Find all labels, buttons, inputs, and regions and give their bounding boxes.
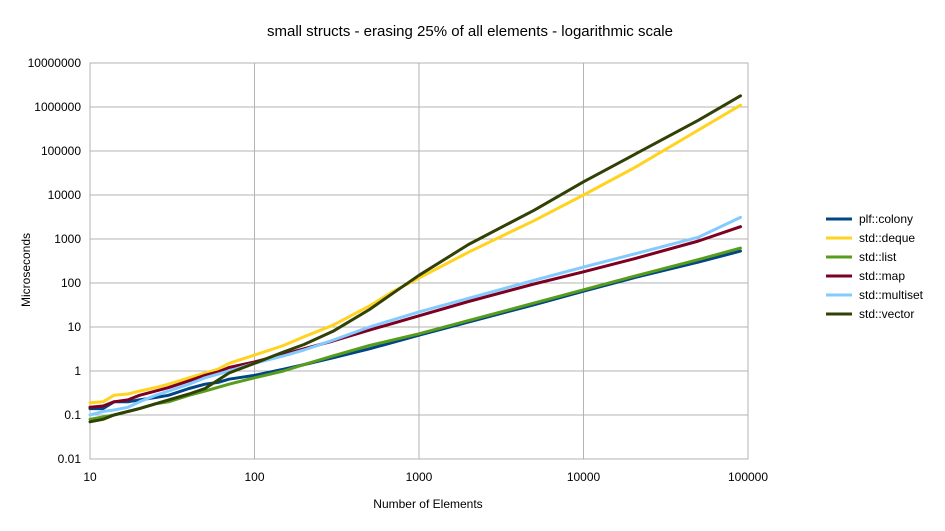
plot-area-border	[89, 62, 749, 460]
x-tick-label: 100	[244, 470, 264, 484]
y-axis-title: Microseconds	[19, 233, 33, 307]
y-tick-label: 1000000	[34, 100, 81, 114]
x-axis-title: Number of Elements	[373, 497, 482, 511]
y-tick-label: 10000000	[28, 56, 82, 70]
x-tick-label: 1000	[406, 470, 433, 484]
grid	[89, 62, 749, 460]
y-tick-label: 100000	[41, 144, 81, 158]
series-line-std-deque	[88, 103, 742, 405]
legend: plf::colonystd::dequestd::liststd::mapst…	[826, 212, 924, 321]
legend-label: std::vector	[859, 307, 914, 321]
x-axis-ticks: 10 100 1000 10000 100000	[83, 470, 768, 484]
x-tick-label: 100000	[728, 470, 768, 484]
y-tick-label: 10	[68, 320, 82, 334]
y-tick-label: 1000	[54, 232, 81, 246]
y-tick-label: 0.01	[58, 452, 82, 466]
series-group	[88, 94, 742, 424]
series-line-std-vector	[88, 94, 742, 424]
series-line-std-multiset	[88, 215, 742, 417]
legend-label: std::multiset	[859, 288, 924, 302]
series-line-std-map	[88, 225, 742, 409]
y-tick-label: 1	[74, 364, 81, 378]
legend-label: plf::colony	[859, 212, 913, 226]
legend-label: std::map	[859, 269, 905, 283]
y-tick-label: 100	[61, 276, 81, 290]
chart-title: small structs - erasing 25% of all eleme…	[267, 23, 673, 40]
series-line-plf-colony	[88, 249, 742, 411]
legend-label: std::list	[859, 250, 897, 264]
legend-label: std::deque	[859, 231, 915, 245]
x-tick-label: 10	[83, 470, 97, 484]
y-tick-label: 10000	[48, 188, 82, 202]
y-axis-ticks: 0.01 0.1 1 10 100 1000 10000 100000 1000000 10000…	[28, 56, 82, 466]
x-tick-label: 10000	[567, 470, 601, 484]
y-tick-label: 0.1	[64, 408, 81, 422]
